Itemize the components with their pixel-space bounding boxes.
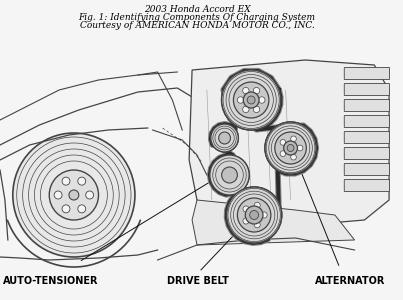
Text: AUTO-TENSIONER: AUTO-TENSIONER <box>3 276 98 286</box>
Circle shape <box>243 218 249 224</box>
Circle shape <box>287 145 294 152</box>
Text: ALTERNATOR: ALTERNATOR <box>315 276 386 286</box>
Circle shape <box>297 145 303 151</box>
Polygon shape <box>192 200 355 245</box>
Circle shape <box>275 132 306 164</box>
Circle shape <box>243 106 249 112</box>
Circle shape <box>222 167 237 183</box>
Circle shape <box>243 206 249 212</box>
Circle shape <box>253 106 260 112</box>
Circle shape <box>280 140 286 145</box>
FancyBboxPatch shape <box>344 68 390 80</box>
Circle shape <box>253 106 260 112</box>
Circle shape <box>237 198 271 232</box>
Circle shape <box>245 206 263 224</box>
Circle shape <box>287 145 294 152</box>
Text: Fig. 1: Identifying Components Of Charging System: Fig. 1: Identifying Components Of Chargi… <box>79 13 316 22</box>
FancyBboxPatch shape <box>344 116 390 128</box>
Circle shape <box>237 97 244 103</box>
Circle shape <box>210 155 249 195</box>
Circle shape <box>49 170 98 220</box>
Circle shape <box>69 190 79 200</box>
Circle shape <box>254 222 260 228</box>
Circle shape <box>245 206 263 224</box>
Circle shape <box>86 191 93 199</box>
Circle shape <box>243 206 249 212</box>
Circle shape <box>247 96 255 104</box>
Circle shape <box>291 136 296 142</box>
Circle shape <box>254 202 260 208</box>
Circle shape <box>247 96 255 104</box>
Circle shape <box>280 140 286 145</box>
Circle shape <box>254 222 260 228</box>
Circle shape <box>265 122 316 174</box>
Circle shape <box>78 177 86 185</box>
Circle shape <box>211 124 238 152</box>
FancyBboxPatch shape <box>344 83 390 95</box>
Circle shape <box>250 211 259 220</box>
Circle shape <box>219 132 231 144</box>
Circle shape <box>78 205 86 213</box>
Circle shape <box>62 205 70 213</box>
Circle shape <box>291 154 296 160</box>
Circle shape <box>222 167 237 183</box>
Circle shape <box>233 82 269 118</box>
Circle shape <box>253 87 260 94</box>
Text: 2003 Honda Accord EX: 2003 Honda Accord EX <box>144 5 250 14</box>
Circle shape <box>243 87 249 94</box>
FancyBboxPatch shape <box>344 131 390 143</box>
Circle shape <box>237 97 244 103</box>
Circle shape <box>243 92 259 108</box>
Circle shape <box>222 70 281 130</box>
Circle shape <box>265 122 316 174</box>
Circle shape <box>261 212 267 218</box>
Circle shape <box>222 70 281 130</box>
Circle shape <box>297 145 303 151</box>
Circle shape <box>280 151 286 157</box>
Circle shape <box>254 202 260 208</box>
Circle shape <box>62 177 70 185</box>
FancyBboxPatch shape <box>344 148 390 160</box>
Circle shape <box>13 133 135 257</box>
Circle shape <box>226 187 282 243</box>
Circle shape <box>291 154 296 160</box>
Circle shape <box>250 211 259 220</box>
Circle shape <box>243 218 249 224</box>
Circle shape <box>243 87 249 94</box>
Circle shape <box>284 141 297 155</box>
Circle shape <box>54 191 62 199</box>
Circle shape <box>237 198 271 232</box>
Text: DRIVE BELT: DRIVE BELT <box>168 276 229 286</box>
Circle shape <box>243 106 249 112</box>
Circle shape <box>259 97 265 103</box>
FancyBboxPatch shape <box>344 100 390 112</box>
Circle shape <box>280 151 286 157</box>
Circle shape <box>219 132 231 144</box>
FancyBboxPatch shape <box>344 164 390 175</box>
Circle shape <box>211 124 238 152</box>
Circle shape <box>259 97 265 103</box>
Circle shape <box>233 82 269 118</box>
Circle shape <box>261 212 267 218</box>
FancyBboxPatch shape <box>344 179 390 191</box>
Circle shape <box>226 187 282 243</box>
Text: Courtesy of AMERICAN HONDA MOTOR CO., INC.: Courtesy of AMERICAN HONDA MOTOR CO., IN… <box>80 21 314 30</box>
Polygon shape <box>189 60 389 225</box>
Circle shape <box>253 87 260 94</box>
Circle shape <box>243 92 259 108</box>
Circle shape <box>291 136 296 142</box>
Circle shape <box>284 141 297 155</box>
Circle shape <box>275 132 306 164</box>
Circle shape <box>210 155 249 195</box>
